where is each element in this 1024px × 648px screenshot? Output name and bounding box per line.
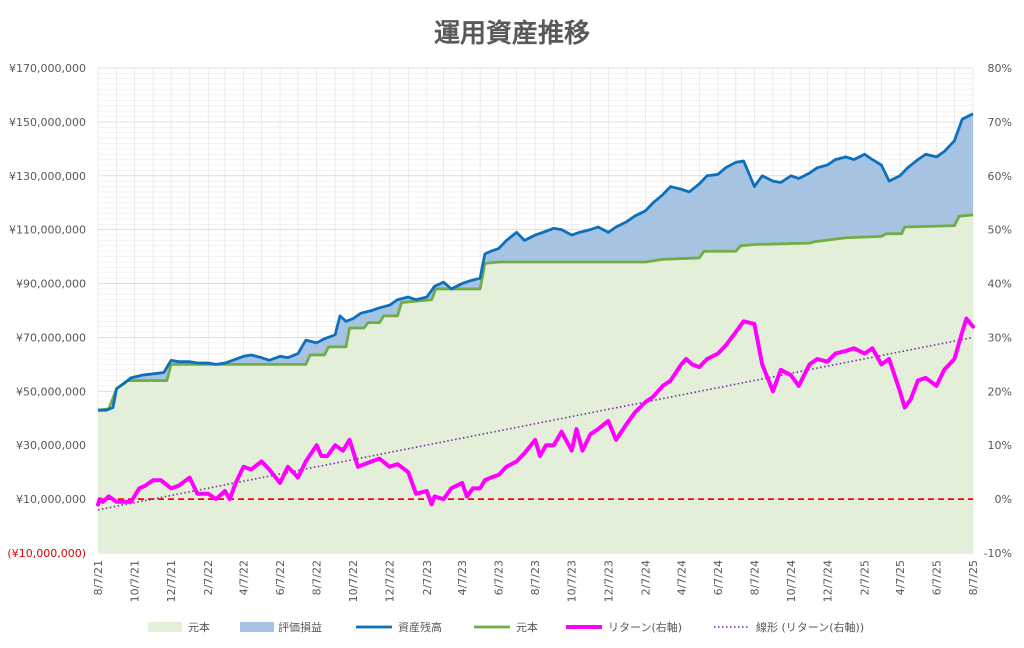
right-tick-label: 50% xyxy=(988,224,1012,237)
series-line-balance xyxy=(98,112,974,412)
left-tick-label: ¥130,000,000 xyxy=(9,170,86,183)
left-tick-label: (¥10,000,000) xyxy=(7,547,86,560)
x-tick-label: 10/7/24 xyxy=(785,560,798,602)
area-principal xyxy=(98,214,973,553)
left-tick-label: ¥50,000,000 xyxy=(16,385,86,398)
right-tick-label: 10% xyxy=(988,439,1012,452)
series-line-return xyxy=(96,316,975,507)
legend-swatch xyxy=(148,622,182,632)
right-tick-label: 0% xyxy=(995,493,1012,506)
x-tick-label: 2/7/22 xyxy=(202,560,215,595)
x-axis: 8/7/21 10/7/21 12/7/21 2/7/22 4/7/22 6/7/22 8/… xyxy=(92,560,980,602)
x-tick-label: 10/7/22 xyxy=(347,560,360,602)
right-tick-label: 40% xyxy=(988,278,1012,291)
right-axis: 80% 70% 60% 50% 40% 30% 20% 10% 0% -10% xyxy=(984,62,1012,560)
x-tick-label: 4/7/24 xyxy=(675,560,688,595)
legend-label: リターン(右軸) xyxy=(608,620,682,634)
left-tick-label: ¥110,000,000 xyxy=(9,224,86,237)
right-tick-label: 60% xyxy=(988,170,1012,183)
right-tick-label: 30% xyxy=(988,331,1012,344)
legend: 元本 評価損益 資産残高 元本 リターン(右軸) 線形 (リターン(右軸)) xyxy=(148,620,864,634)
x-tick-label: 8/7/21 xyxy=(92,560,105,595)
left-tick-label: ¥30,000,000 xyxy=(16,439,86,452)
right-tick-label: 80% xyxy=(988,62,1012,75)
left-tick-label: ¥90,000,000 xyxy=(16,278,86,291)
chart-title: 運用資産推移 xyxy=(434,18,590,49)
x-tick-label: 12/7/23 xyxy=(602,560,615,602)
right-tick-label: -10% xyxy=(984,547,1012,560)
x-tick-label: 2/7/23 xyxy=(421,560,434,595)
left-axis: ¥170,000,000 ¥150,000,000 ¥130,000,000 ¥110… xyxy=(7,62,86,560)
left-tick-label: ¥170,000,000 xyxy=(9,62,86,75)
x-tick-label: 12/7/21 xyxy=(165,560,178,602)
x-tick-label: 8/7/22 xyxy=(311,560,324,595)
legend-label: 評価損益 xyxy=(278,620,322,634)
x-tick-label: 6/7/23 xyxy=(493,560,506,595)
x-tick-label: 12/7/22 xyxy=(384,560,397,602)
legend-label: 資産残高 xyxy=(398,620,442,634)
legend-label: 線形 (リターン(右軸)) xyxy=(756,620,864,634)
x-tick-label: 10/7/23 xyxy=(566,560,579,602)
left-tick-label: ¥10,000,000 xyxy=(16,493,86,506)
right-tick-label: 20% xyxy=(988,385,1012,398)
x-tick-label: 4/7/23 xyxy=(456,560,469,595)
series-line-return-trend xyxy=(97,336,974,511)
x-tick-label: 8/7/24 xyxy=(748,560,761,595)
left-tick-label: ¥70,000,000 xyxy=(16,331,86,344)
x-tick-label: 6/7/25 xyxy=(930,560,943,595)
x-tick-label: 8/7/23 xyxy=(529,560,542,595)
line-series xyxy=(96,112,975,511)
x-tick-label: 6/7/22 xyxy=(274,560,287,595)
x-tick-label: 2/7/24 xyxy=(639,560,652,595)
x-tick-label: 10/7/21 xyxy=(129,560,142,602)
x-tick-label: 8/7/25 xyxy=(967,560,980,595)
right-tick-label: 70% xyxy=(988,116,1012,129)
x-tick-label: 4/7/22 xyxy=(238,560,251,595)
series-line-principal xyxy=(97,213,974,412)
left-tick-label: ¥150,000,000 xyxy=(9,116,86,129)
x-tick-label: 4/7/25 xyxy=(894,560,907,595)
legend-label: 元本 xyxy=(188,620,210,634)
legend-label: 元本 xyxy=(516,620,538,634)
x-tick-label: 6/7/24 xyxy=(712,560,725,595)
legend-swatch xyxy=(240,622,274,632)
x-tick-label: 12/7/24 xyxy=(821,560,834,602)
x-tick-label: 2/7/25 xyxy=(859,560,872,595)
